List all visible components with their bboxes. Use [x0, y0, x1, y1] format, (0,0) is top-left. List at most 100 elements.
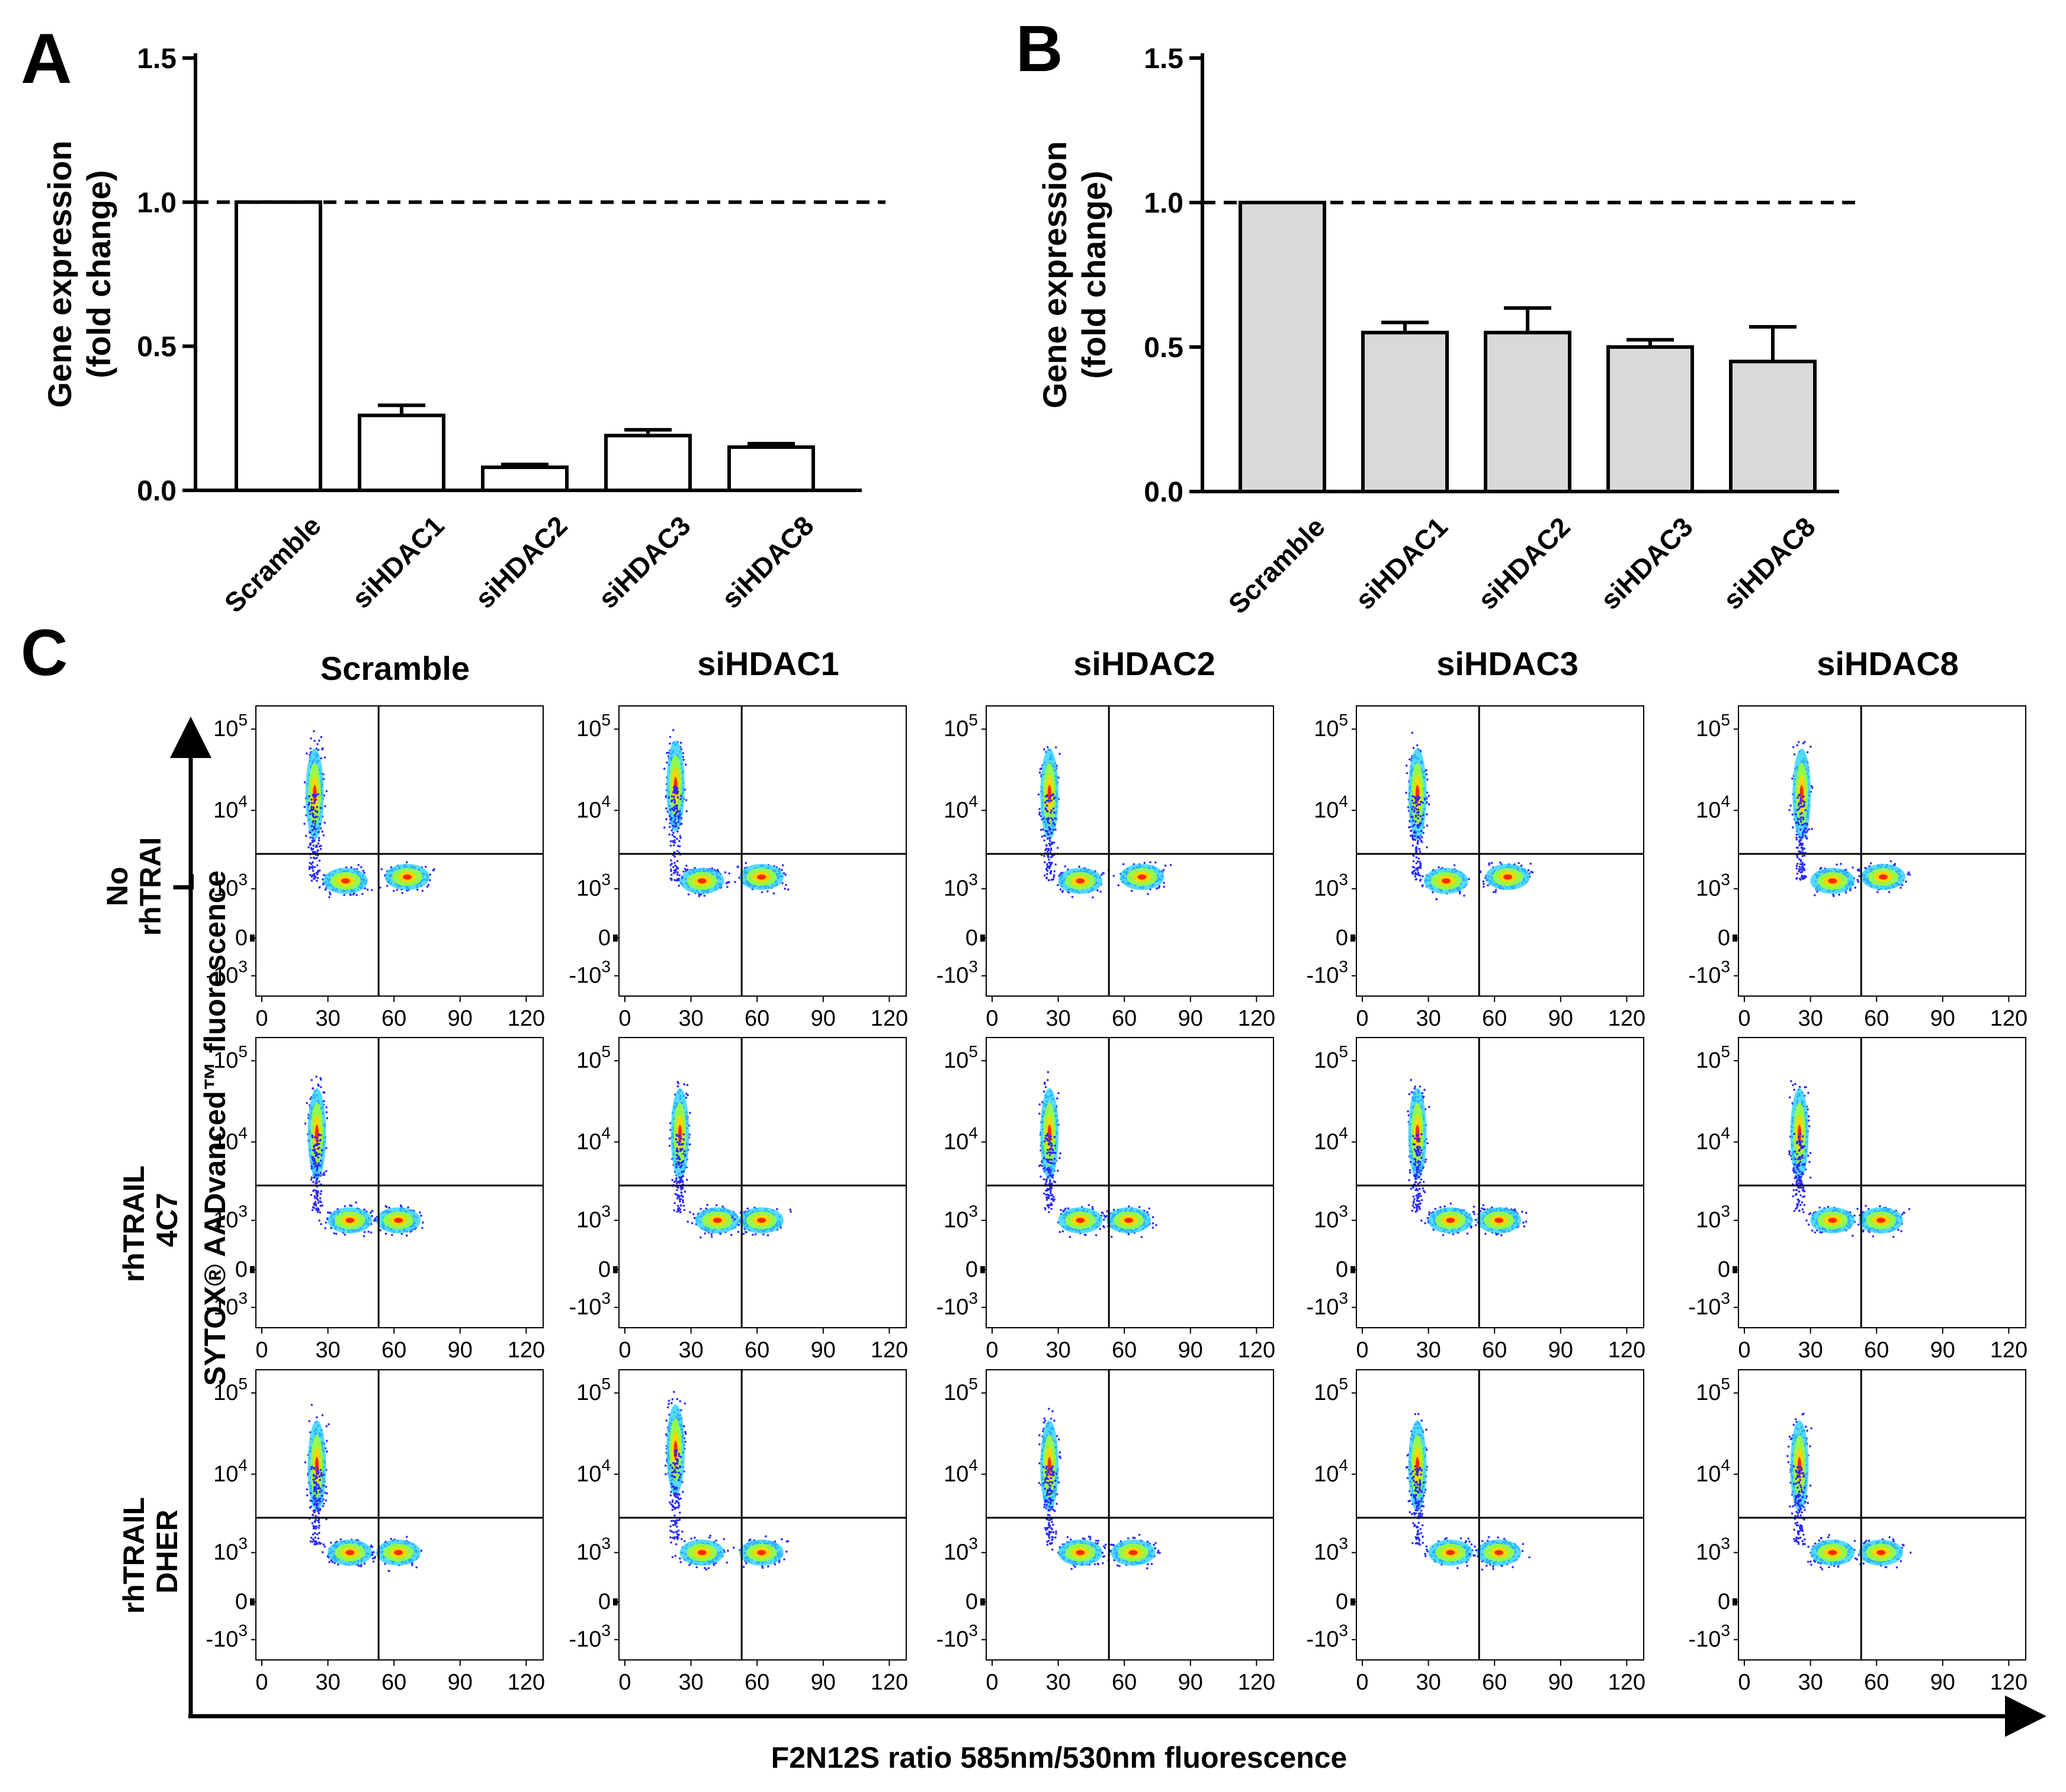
event-dot — [1051, 818, 1054, 821]
event-dot — [314, 810, 317, 812]
event-dot — [319, 1197, 322, 1200]
event-dot — [685, 1093, 688, 1095]
event-dot — [313, 1189, 316, 1192]
event-dot — [319, 1160, 322, 1162]
bar — [1484, 330, 1571, 493]
category-label: siHDAC1 — [346, 510, 450, 614]
event-dot — [679, 813, 681, 816]
event-dot — [1037, 793, 1040, 796]
event-dot — [315, 846, 317, 848]
event-dot — [1048, 837, 1051, 840]
event-dot — [1791, 813, 1794, 816]
event-dot — [669, 736, 672, 738]
event-dot — [1795, 838, 1798, 841]
event-dot — [1838, 894, 1840, 896]
event-dot — [426, 885, 429, 888]
event-dot — [681, 876, 684, 879]
event-dot — [1051, 878, 1054, 881]
event-dot — [1813, 894, 1816, 897]
event-dot — [1426, 846, 1428, 849]
event-dot — [674, 864, 676, 867]
event-dot — [315, 1182, 317, 1184]
event-dot — [310, 863, 313, 865]
event-dot — [1414, 878, 1417, 881]
event-dot — [315, 828, 317, 831]
event-dot — [316, 879, 318, 882]
event-dot — [312, 821, 315, 824]
event-dot — [1416, 744, 1419, 747]
event-dot — [673, 862, 676, 864]
event-dot — [1147, 892, 1149, 895]
event-dot — [318, 1152, 321, 1155]
event-dot — [311, 841, 314, 843]
event-dot — [1071, 895, 1074, 898]
event-dot — [316, 1139, 319, 1142]
event-dot — [1420, 801, 1422, 803]
event-dot — [1053, 817, 1056, 820]
row-label-3: rhTRAIL DHER — [117, 1489, 184, 1614]
event-dot — [745, 862, 748, 865]
event-dot — [315, 798, 317, 801]
y-tick-label: 105 — [576, 711, 611, 741]
event-dot — [1412, 802, 1415, 804]
event-dot — [312, 837, 314, 839]
event-dot — [1047, 818, 1050, 821]
event-dot — [1795, 836, 1798, 839]
event-dot — [1490, 862, 1493, 864]
event-dot — [1046, 850, 1049, 853]
event-dot — [734, 881, 736, 884]
y-tick-label: -103 — [936, 958, 979, 988]
event-dot — [1046, 810, 1049, 813]
event-dot — [317, 1207, 320, 1210]
event-dot — [316, 1210, 319, 1213]
event-dot — [728, 872, 731, 875]
event-dot — [1412, 860, 1415, 863]
event-dot — [737, 865, 739, 868]
event-dot — [1802, 799, 1805, 802]
x-tick-label: 0 — [1738, 1006, 1750, 1031]
event-dot — [1794, 812, 1797, 815]
y-tick-label: 104 — [576, 792, 611, 823]
event-dot — [320, 1223, 322, 1225]
event-dot — [315, 1164, 318, 1167]
event-dot — [367, 1231, 370, 1233]
event-dot — [310, 875, 313, 878]
event-dot — [1795, 846, 1798, 849]
event-dot — [323, 778, 325, 781]
event-dot — [1409, 834, 1412, 837]
event-dot — [1099, 890, 1102, 893]
event-dot — [1046, 869, 1049, 872]
event-dot — [1041, 835, 1044, 838]
event-dot — [396, 888, 399, 891]
y-tick-label: 1.0 — [1144, 188, 1183, 219]
event-dot — [1415, 856, 1418, 859]
event-dot — [319, 823, 321, 826]
x-tick-label: 90 — [1178, 1006, 1203, 1031]
dot-cloud — [303, 730, 435, 898]
event-dot — [314, 820, 317, 823]
event-dot — [310, 825, 313, 827]
event-dot — [1411, 799, 1413, 802]
event-dot — [416, 888, 419, 891]
event-dot — [1425, 773, 1428, 776]
event-dot — [1049, 828, 1052, 830]
event-dot — [1415, 846, 1418, 849]
event-dot — [1051, 841, 1053, 844]
x-tick-label: 120 — [871, 1006, 908, 1031]
event-dot — [674, 869, 676, 872]
event-dot — [680, 823, 683, 825]
dot-cloud — [663, 729, 790, 897]
bar — [1729, 359, 1817, 494]
event-dot — [1494, 891, 1497, 893]
row-label-2: rhTRAIL 4C7 — [117, 1158, 184, 1282]
event-dot — [1418, 847, 1421, 850]
event-dot — [728, 881, 730, 884]
event-dot — [1419, 822, 1421, 825]
event-dot — [1518, 862, 1520, 865]
event-dot — [355, 894, 358, 897]
event-dot — [1415, 799, 1417, 802]
event-dot — [309, 844, 312, 846]
event-dot — [1048, 844, 1051, 847]
event-dot — [393, 889, 395, 892]
event-dot — [309, 747, 312, 750]
